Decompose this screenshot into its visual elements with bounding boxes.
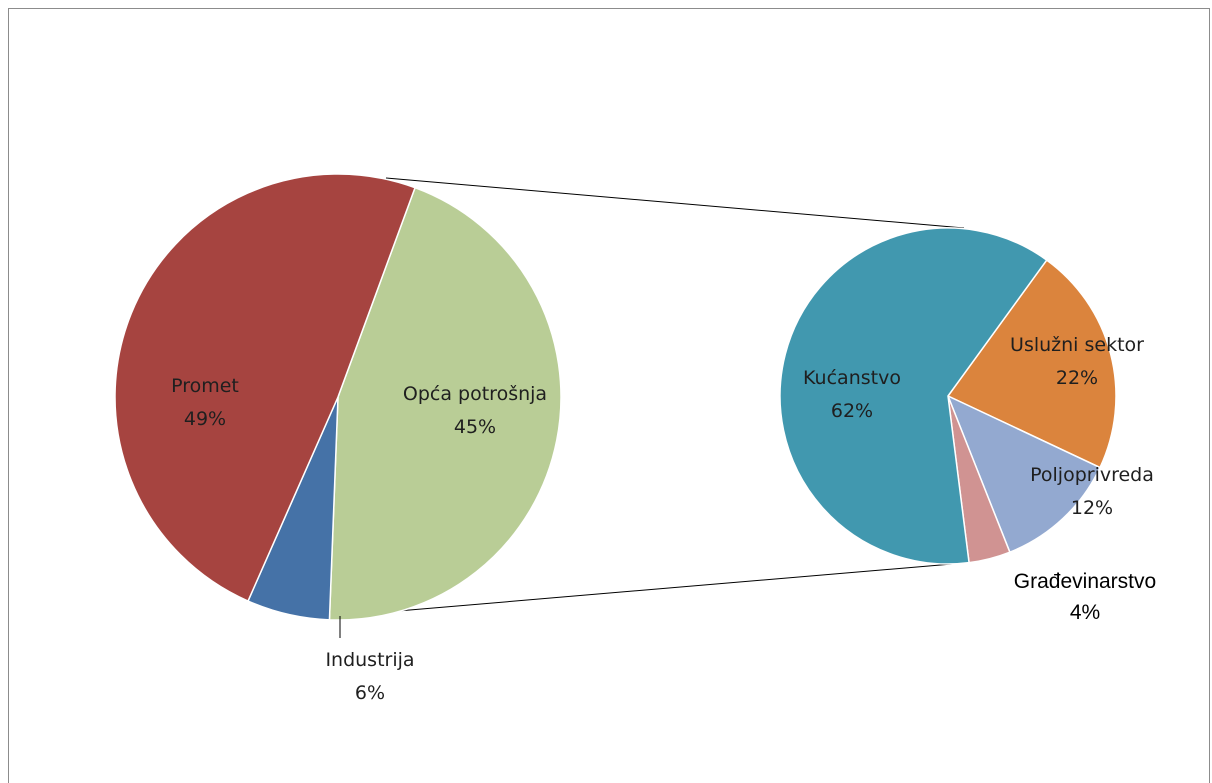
- kucanstvo-label: Kućanstvo: [803, 367, 901, 389]
- gradevinarstvo-value-label: 4%: [1070, 601, 1100, 624]
- main-pie: [114, 173, 562, 621]
- chart-frame: Promet 49% Industrija 6% Opća potrošnja …: [8, 8, 1210, 783]
- opca-potrosnja-value-label: 45%: [454, 416, 496, 438]
- slice-opca-potrosnja: [328, 186, 562, 621]
- slice-promet: [114, 173, 416, 603]
- connector-line-bottom: [385, 562, 965, 613]
- promet-label: Promet: [171, 375, 239, 397]
- usluzni-sektor-label: Uslužni sektor: [1010, 334, 1144, 356]
- slice-kucanstvo: [779, 227, 1048, 565]
- gradevinarstvo-label: Građevinarstvo: [1014, 570, 1156, 593]
- industrija-value-label: 6%: [355, 682, 385, 704]
- slice-poljoprivreda: [946, 394, 1102, 554]
- connector-line-top: [385, 177, 965, 229]
- kucanstvo-value-label: 62%: [831, 400, 873, 422]
- pie-of-pie-chart: Promet 49% Industrija 6% Opća potrošnja …: [114, 173, 1156, 704]
- poljoprivreda-label: Poljoprivreda: [1030, 464, 1154, 486]
- industrija-label: Industrija: [325, 649, 414, 671]
- poljoprivreda-value-label: 12%: [1071, 497, 1113, 519]
- connector-lines: [385, 177, 965, 613]
- opca-potrosnja-label: Opća potrošnja: [403, 383, 547, 405]
- promet-value-label: 49%: [184, 408, 226, 430]
- secondary-pie: [779, 227, 1117, 565]
- usluzni-sektor-value-label: 22%: [1056, 367, 1098, 389]
